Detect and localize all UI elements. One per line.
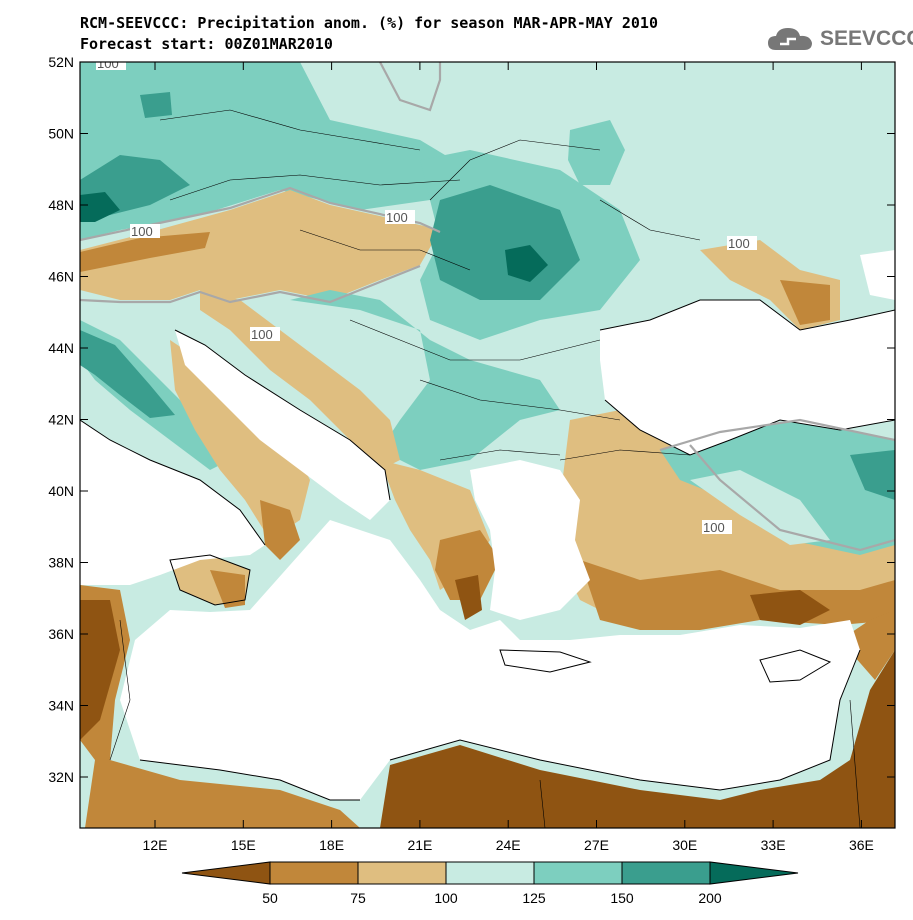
lon-label: 36E	[849, 837, 874, 853]
contour-label: 100	[131, 224, 153, 239]
region-sicily-drier	[210, 570, 245, 608]
legend-swatch	[533, 861, 623, 885]
region-north-wet	[80, 62, 470, 240]
region-levant-dry	[840, 610, 895, 680]
caspian-fragment	[860, 250, 895, 300]
tyrrhenian-sea	[80, 420, 265, 585]
contour-label: 100	[703, 520, 725, 535]
region-turkey-ne-vwet	[850, 450, 895, 500]
lon-label: 12E	[143, 837, 168, 853]
latitude-axis: 52N 50N 48N 46N 44N 42N 40N 38N 36N 34N 32N	[48, 54, 895, 785]
region-libya-driest	[380, 650, 895, 828]
region-alps-drier	[80, 232, 210, 272]
region-italy-east-dry	[170, 340, 310, 540]
country-borders	[109, 109, 861, 828]
map-frame	[79, 61, 896, 829]
region-alps-dry	[80, 190, 440, 300]
region-peloponnese-driest	[455, 575, 482, 620]
legend-swatch	[621, 861, 711, 885]
lat-label: 40N	[48, 483, 74, 499]
region-turkey-north-wet	[660, 420, 895, 555]
lon-label: 33E	[761, 837, 786, 853]
lat-label: 34N	[48, 698, 74, 714]
contour-labels: 100 100 100 100 100 100	[96, 56, 757, 535]
lon-label: 24E	[496, 837, 521, 853]
contour-label: 100	[386, 210, 408, 225]
longitude-axis: 12E 15E 18E 21E 24E 27E 30E 33E 36E	[143, 62, 874, 853]
lon-label: 27E	[584, 837, 609, 853]
region-peloponnese-drier	[435, 530, 500, 600]
aegean-sea	[470, 460, 590, 620]
legend-swatch	[269, 861, 359, 885]
region-north-africa-driest	[80, 600, 120, 740]
legend-label: 75	[350, 890, 366, 906]
region-westmost-max	[80, 192, 120, 222]
region-balkans-wet	[290, 290, 560, 470]
region-crimea-drier	[780, 280, 830, 325]
legend-label: 50	[262, 890, 278, 906]
region-italy-west-vwet	[80, 330, 175, 418]
map-title: RCM-SEEVCCC: Precipitation anom. (%) for…	[80, 14, 658, 32]
region-turkey-south-driest	[750, 590, 830, 625]
lat-label: 36N	[48, 626, 74, 642]
legend-swatch	[445, 861, 535, 885]
lon-label: 30E	[672, 837, 697, 853]
region-turkey-west-dry	[560, 410, 895, 620]
legend-swatch-lt50	[181, 861, 271, 885]
region-tunisia-moist	[80, 740, 95, 828]
region-italy-south-drier	[260, 500, 300, 560]
black-sea	[600, 300, 895, 455]
color-legend: 50 75 100 125 150 200	[181, 861, 799, 906]
logo-wordmark: SEEVCCC	[820, 27, 913, 50]
lat-label: 46N	[48, 269, 74, 285]
map-area: 100 100 100 100 100 100	[80, 56, 895, 828]
lon-label: 15E	[231, 837, 256, 853]
adriatic-sea	[175, 330, 390, 520]
legend-swatch-gt200	[709, 861, 799, 885]
legend-label: 125	[522, 890, 546, 906]
lat-label: 32N	[48, 769, 74, 785]
contour-label: 100	[97, 56, 119, 71]
forecast-start-subtitle: Forecast start: 00Z01MAR2010	[80, 35, 333, 53]
region-turkey-inner-moist	[690, 470, 830, 545]
legend-label: 150	[610, 890, 634, 906]
contour-label: 100	[251, 327, 273, 342]
lat-label: 50N	[48, 126, 74, 142]
legend-swatch	[357, 861, 447, 885]
mediterranean-sea	[120, 520, 860, 800]
lon-label: 18E	[319, 837, 344, 853]
region-ukraine-blob	[568, 120, 625, 185]
lat-label: 42N	[48, 412, 74, 428]
legend-label: 200	[698, 890, 722, 906]
cloud-logo-icon	[768, 28, 812, 50]
region-romania-vwet	[430, 185, 580, 300]
lat-label: 44N	[48, 340, 74, 356]
region-romania-max	[505, 245, 548, 282]
lat-label: 38N	[48, 555, 74, 571]
lon-label: 21E	[407, 837, 432, 853]
coastlines	[80, 299, 895, 801]
legend-label: 100	[434, 890, 458, 906]
lat-label: 52N	[48, 54, 74, 70]
lat-label: 48N	[48, 197, 74, 213]
region-poland-wet	[140, 92, 172, 118]
contour-label: 100	[728, 236, 750, 251]
